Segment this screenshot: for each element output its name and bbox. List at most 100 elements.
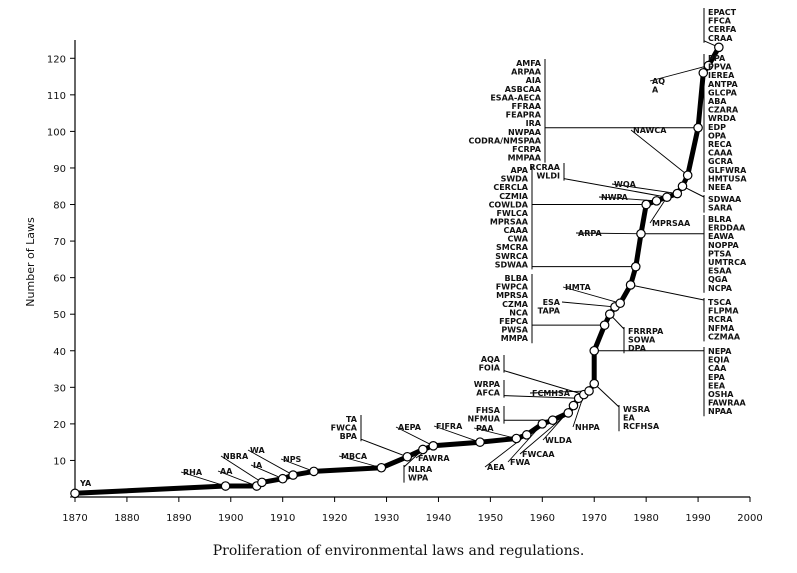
x-tick-label: 1940 <box>426 513 451 524</box>
annotation-label: NHPA <box>575 423 601 432</box>
annotation-label: WSRA <box>623 405 651 414</box>
annotation-label: ASBCAA <box>505 85 542 94</box>
annotation-label: MPRSAA <box>652 219 691 228</box>
annotation-label: AIA <box>526 76 542 85</box>
annotation-leader <box>561 301 616 308</box>
annotation-label: APA <box>510 166 528 175</box>
annotation-label: WLDA <box>545 436 573 445</box>
annotation-label: UMTRCA <box>708 258 747 267</box>
annotation-label: ERDDAA <box>708 224 746 233</box>
annotation-leader <box>180 471 226 487</box>
annotation-label: GLCPA <box>708 88 738 97</box>
annotation-label: EA <box>623 414 635 423</box>
annotation-label: YA <box>79 479 92 488</box>
annotation-label: WA <box>250 446 265 455</box>
annotation-label: HMTA <box>565 283 591 292</box>
annotation-label: EPACT <box>708 8 737 17</box>
y-tick-label: 80 <box>53 201 66 212</box>
annotation-group: HMTA <box>565 283 591 292</box>
annotation-label: CZARA <box>708 106 739 115</box>
annotation-leader <box>611 183 678 194</box>
annotation-group: AEPA <box>398 423 422 432</box>
annotation-label: EPA <box>708 373 726 382</box>
x-tick-label: 1910 <box>270 513 295 524</box>
data-point <box>376 462 387 473</box>
annotation-label: MMPA <box>501 334 529 343</box>
data-point <box>677 181 688 192</box>
annotation-leader <box>529 390 590 394</box>
annotation-leader <box>503 370 584 396</box>
x-tick-label: 1990 <box>685 513 710 524</box>
annotation-label: A <box>652 86 659 95</box>
annotation-label: TSCA <box>708 298 732 307</box>
y-tick-label: 60 <box>53 274 66 285</box>
annotation-label: WPA <box>408 474 429 483</box>
annotation-label: QGA <box>708 275 728 284</box>
data-point <box>693 122 703 133</box>
data-point <box>402 451 413 462</box>
annotation-label: FWA <box>510 458 531 467</box>
annotation-label: FHSA <box>476 406 501 415</box>
annotation-group: FAWRA <box>418 454 450 463</box>
annotation-label: PPVA <box>708 63 732 72</box>
annotation-group: PAA <box>476 424 494 433</box>
annotation-label: AMFA <box>516 59 542 68</box>
x-tick-label: 1900 <box>218 513 243 524</box>
data-point <box>521 430 532 440</box>
annotation-leader <box>433 425 481 443</box>
y-tick-label: 30 <box>53 383 66 394</box>
annotation-label: AQA <box>481 355 501 364</box>
data-point <box>599 320 610 330</box>
annotation-label: ESAA-AECA <box>490 93 541 102</box>
data-point <box>277 473 288 484</box>
annotation-label: ESAA <box>708 267 732 276</box>
annotation-leader <box>593 383 620 408</box>
data-point <box>70 488 80 499</box>
annotation-label: NPS <box>283 455 302 464</box>
annotation-group: FWA <box>510 458 531 467</box>
annotation-label: CRAA <box>708 34 733 43</box>
annotation-label: SARA <box>708 204 733 213</box>
data-point <box>625 280 636 290</box>
annotation-group: ARPA <box>578 229 602 238</box>
annotation-label: ANTPA <box>708 80 738 89</box>
annotation-group: AA <box>220 467 233 476</box>
annotation-leader <box>360 438 408 458</box>
annotation-label: SWDA <box>501 175 529 184</box>
annotation-label: NOPPA <box>708 241 739 250</box>
data-point <box>636 228 646 239</box>
annotation-label: MPRSA <box>496 291 529 300</box>
annotation-label: RCRAA <box>529 163 560 172</box>
annotation-label: PTSA <box>708 249 732 258</box>
annotation-label: SWRCA <box>495 252 529 261</box>
annotation-label: FAWRA <box>418 454 450 463</box>
annotation-group: NAWCA <box>633 126 667 135</box>
data-markers <box>70 42 724 499</box>
annotation-label: CZMIA <box>499 192 529 201</box>
data-point <box>589 378 600 389</box>
x-tick-label: 1980 <box>633 513 658 524</box>
x-tick-label: 1920 <box>322 513 347 524</box>
annotation-group: FCMHSA <box>532 389 571 398</box>
annotation-label: MMPAA <box>508 154 542 163</box>
annotation-label: AFCA <box>476 389 501 398</box>
annotation-label: TA <box>346 415 358 424</box>
y-tick-label: 20 <box>53 420 66 431</box>
annotation-group: RHA <box>183 468 203 477</box>
annotation-label: RECA <box>708 140 732 149</box>
annotation-leader <box>649 65 709 82</box>
annotation-label: FFCA <box>708 17 732 26</box>
annotation-group: NHPA <box>575 423 601 432</box>
y-tick-label: 110 <box>47 91 66 102</box>
annotation-label: NCPA <box>708 284 733 293</box>
annotation-leader <box>575 232 641 235</box>
annotation-label: NWPA <box>601 193 629 202</box>
